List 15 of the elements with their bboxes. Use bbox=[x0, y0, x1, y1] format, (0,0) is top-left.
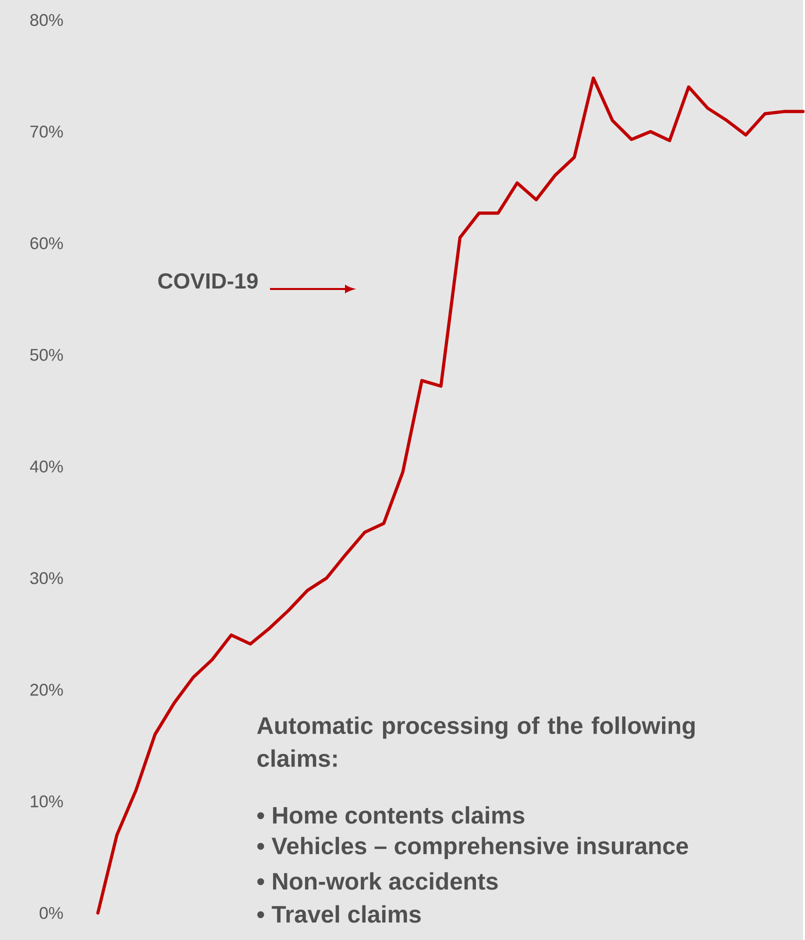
y-tick-label: 40% bbox=[30, 460, 64, 472]
annotation: • Home contents claims bbox=[257, 806, 525, 824]
y-tick-label: 0% bbox=[40, 906, 64, 919]
y-tick-label: 20% bbox=[30, 684, 64, 696]
annotation: • Non-work accidents bbox=[257, 872, 498, 890]
y-tick-label: 60% bbox=[30, 237, 64, 250]
y-tick-label: 30% bbox=[30, 572, 64, 584]
y-tick-label: 50% bbox=[30, 348, 64, 361]
y-tick-label: 80% bbox=[30, 14, 64, 26]
annotation: COVID-19 bbox=[158, 273, 258, 289]
annotation: Automatic processing of the following claims: bbox=[257, 716, 695, 767]
annotation: • Travel claims bbox=[257, 905, 421, 923]
y-tick-label: 70% bbox=[30, 126, 64, 138]
annotation: • Vehicles – comprehensive insurance bbox=[257, 836, 688, 860]
y-tick-label: 10% bbox=[31, 795, 64, 808]
